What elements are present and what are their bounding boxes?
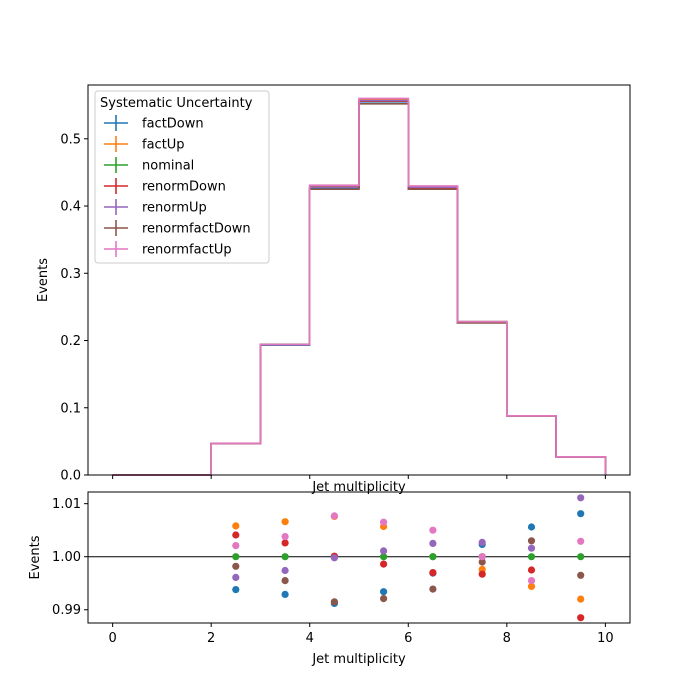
ratio-point bbox=[527, 537, 536, 545]
ratio-point bbox=[232, 553, 240, 561]
ratio-point bbox=[527, 553, 536, 561]
ratio-point bbox=[281, 577, 289, 585]
ratio-point bbox=[380, 518, 388, 526]
ratio-point bbox=[429, 585, 437, 593]
top-ytick-label: 0.0 bbox=[60, 469, 81, 484]
bottom-xlabel: Jet multiplicity bbox=[311, 652, 406, 667]
ratio-point bbox=[527, 544, 536, 552]
top-ytick-label: 0.5 bbox=[60, 132, 81, 147]
legend-entry-nominal: nominal bbox=[104, 157, 194, 174]
bottom-ytick-label: 1.01 bbox=[52, 497, 81, 512]
ratio-point bbox=[330, 512, 338, 520]
ratio-point bbox=[527, 523, 536, 531]
ratio-point bbox=[380, 588, 388, 596]
ratio-point bbox=[577, 537, 585, 545]
ratio-point bbox=[380, 595, 388, 603]
ratio-point bbox=[577, 510, 585, 518]
bottom-xtick-label: 8 bbox=[503, 631, 511, 646]
bottom-xtick-label: 2 bbox=[207, 631, 215, 646]
bottom-ylabel: Events bbox=[28, 535, 43, 579]
ratio-point bbox=[281, 566, 289, 575]
bottom-xtick-label: 4 bbox=[306, 631, 314, 646]
bottom-ytick-label: 0.99 bbox=[52, 603, 81, 618]
ratio-point bbox=[330, 554, 338, 562]
bottom-xtick-label: 10 bbox=[597, 631, 614, 646]
histogram-line-renormfactUp bbox=[112, 97, 607, 476]
ratio-point bbox=[232, 586, 240, 594]
ratio-point bbox=[577, 614, 585, 622]
legend-label: nominal bbox=[142, 159, 194, 174]
ratio-point bbox=[232, 562, 240, 570]
bottom-xtick-label: 6 bbox=[404, 631, 412, 646]
ratio-point bbox=[232, 573, 240, 582]
top-ylabel: Events bbox=[36, 258, 51, 302]
ratio-point bbox=[478, 558, 486, 566]
top-xlabel: Jet multiplicity bbox=[311, 480, 406, 495]
ratio-point bbox=[281, 553, 289, 561]
ratio-series-renormUp bbox=[232, 494, 585, 582]
ratio-point bbox=[478, 553, 486, 561]
ratio-point bbox=[380, 553, 388, 561]
legend-entry-renormDown: renormDown bbox=[104, 178, 226, 195]
bottom-xtick-label: 0 bbox=[108, 631, 116, 646]
ratio-point bbox=[380, 560, 388, 568]
ratio-point bbox=[478, 570, 486, 578]
legend-box bbox=[94, 90, 270, 264]
ratio-series-renormfactUp bbox=[232, 512, 585, 585]
top-ytick-label: 0.3 bbox=[60, 267, 81, 282]
ratio-point bbox=[281, 518, 289, 526]
legend-label: renormfactUp bbox=[142, 243, 232, 258]
ratio-point bbox=[429, 539, 437, 548]
ratio-point bbox=[281, 539, 289, 547]
legend-entry-factDown: factDown bbox=[104, 115, 204, 132]
legend-label: renormfactDown bbox=[142, 222, 251, 237]
legend-label: renormDown bbox=[142, 180, 226, 195]
ratio-point bbox=[232, 522, 240, 530]
ratio-point bbox=[232, 531, 240, 539]
ratio-series-renormfactDown bbox=[232, 537, 585, 606]
top-ytick-label: 0.1 bbox=[60, 401, 81, 416]
ratio-point bbox=[232, 542, 240, 550]
top-ytick-label: 0.4 bbox=[60, 200, 81, 215]
ratio-point bbox=[577, 494, 585, 502]
ratio-point bbox=[527, 577, 536, 585]
ratio-point bbox=[330, 598, 338, 606]
legend-entry-renormfactUp: renormfactUp bbox=[104, 241, 232, 258]
ratio-point bbox=[380, 547, 388, 555]
legend-label: renormUp bbox=[142, 201, 207, 216]
ratio-point bbox=[577, 571, 585, 579]
ratio-point bbox=[527, 566, 536, 574]
legend-label: factUp bbox=[142, 138, 185, 153]
ratio-point bbox=[281, 533, 289, 541]
legend-title: Systematic Uncertainty bbox=[100, 96, 253, 111]
legend-entry-renormUp: renormUp bbox=[104, 199, 207, 216]
legend-label: factDown bbox=[142, 117, 204, 132]
bottom-ytick-label: 1.00 bbox=[52, 550, 81, 565]
bottom-panel-frame bbox=[87, 491, 631, 624]
ratio-point bbox=[577, 595, 585, 603]
histogram-series-group bbox=[112, 97, 607, 476]
ratio-point bbox=[429, 526, 437, 534]
legend-entry-renormfactDown: renormfactDown bbox=[104, 220, 251, 237]
ratio-point bbox=[429, 569, 437, 577]
ratio-point bbox=[478, 538, 486, 547]
ratio-point bbox=[527, 582, 536, 591]
ratio-point bbox=[281, 590, 289, 599]
top-panel-frame bbox=[87, 84, 631, 476]
ratio-point bbox=[577, 553, 585, 561]
legend-entry-factUp: factUp bbox=[104, 136, 185, 153]
ratio-point bbox=[429, 553, 437, 561]
top-ytick-label: 0.2 bbox=[60, 334, 81, 349]
